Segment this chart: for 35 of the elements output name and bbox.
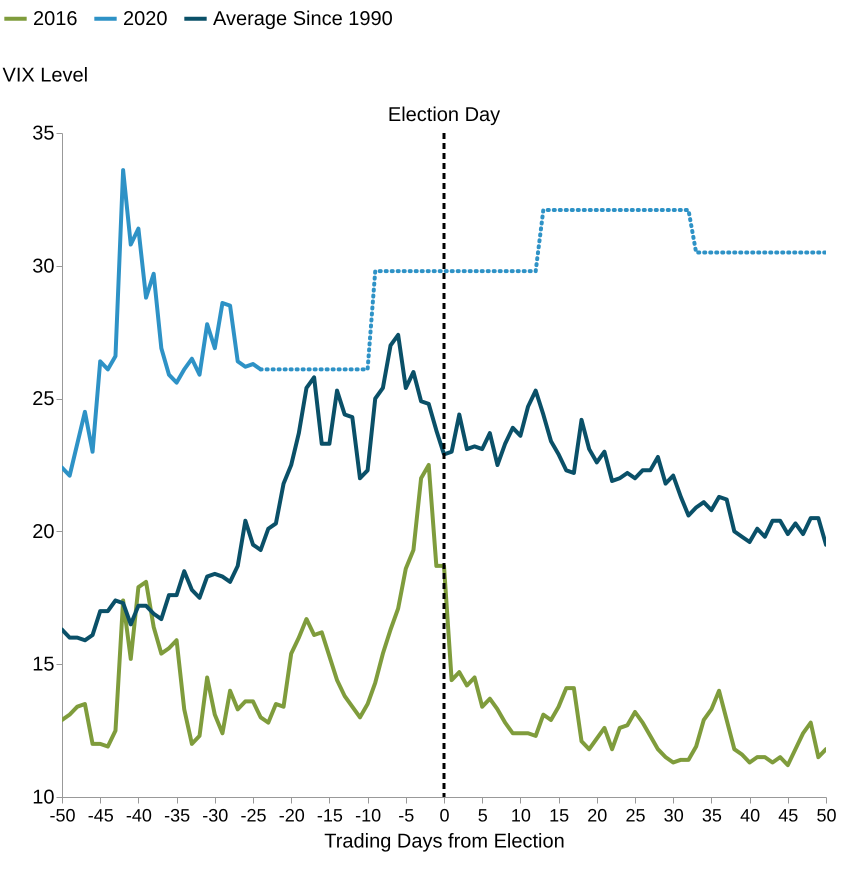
y-tick-label: 15 (32, 654, 54, 676)
x-tick-label: 20 (587, 806, 608, 826)
x-tick-label: -25 (240, 806, 267, 826)
x-tick-label: -15 (316, 806, 343, 826)
x-axis-title: Trading Days from Election (324, 830, 565, 852)
x-tick-label: 25 (625, 806, 646, 826)
y-tick-label: 35 (32, 122, 54, 144)
y-tick-label: 25 (32, 388, 54, 410)
x-tick-label: 5 (478, 806, 488, 826)
legend-label: 2020 (123, 8, 168, 30)
x-tick-label: -5 (398, 806, 414, 826)
x-tick-label: 35 (702, 806, 722, 826)
y-tick-label: 30 (32, 255, 54, 278)
x-tick-label: 0 (439, 806, 450, 826)
x-tick-label: -10 (355, 806, 382, 826)
y-axis-title: VIX Level (2, 64, 88, 86)
y-tick-label: 10 (32, 786, 54, 808)
line-series (62, 463, 826, 768)
ref-line-label: Election Day (388, 104, 500, 126)
x-tick-label: -35 (164, 806, 190, 826)
line-series (62, 332, 826, 642)
x-tick-label: 15 (549, 806, 570, 826)
x-tick-label: 10 (510, 806, 531, 826)
x-tick-label: -30 (202, 806, 228, 826)
x-tick-label: -40 (126, 806, 152, 826)
x-tick-label: 40 (740, 806, 760, 826)
x-tick-label: 30 (664, 806, 684, 826)
x-tick-label: 50 (816, 806, 837, 826)
x-tick-label: -45 (88, 806, 114, 826)
x-tick-label: -20 (278, 806, 305, 826)
x-tick-label: -50 (49, 806, 76, 826)
y-tick-label: 20 (32, 520, 54, 543)
legend-label: 2016 (33, 8, 78, 30)
legend-label: Average Since 1990 (213, 8, 393, 30)
x-tick-label: 45 (778, 806, 798, 826)
